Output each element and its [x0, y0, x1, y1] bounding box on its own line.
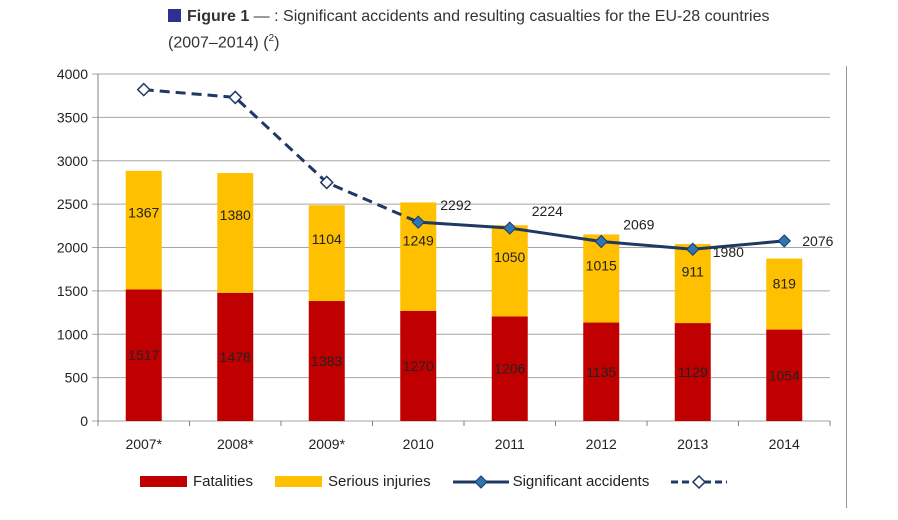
data-label-fatalities: 1135: [586, 364, 616, 380]
legend-item-significant-accidents: Significant accidents: [452, 473, 650, 490]
legend-item-serious-injuries: Serious injuries: [275, 473, 431, 490]
marker-significant-accidents: [686, 242, 700, 256]
data-label-fatalities: 1129: [678, 364, 708, 380]
chart-legend: Fatalities Serious injuries Significant …: [140, 473, 749, 490]
legend-item-fatalities: Fatalities: [140, 473, 253, 490]
series-line-estimated-accidents: [143, 88, 419, 224]
legend-label-serious-injuries: Serious injuries: [328, 473, 431, 490]
bar-fatalities: [217, 292, 254, 421]
data-label-significant-accidents: 2292: [440, 197, 471, 213]
y-tick-label: 4000: [57, 66, 88, 82]
y-tick-label: 3000: [57, 153, 88, 169]
figure-title-line2: (2007–2014) (2): [168, 28, 868, 54]
legend-label-fatalities: Fatalities: [193, 473, 254, 490]
marker-estimated-accidents: [136, 82, 151, 97]
data-label-fatalities: 1383: [311, 353, 342, 369]
data-label-serious-injuries: 911: [682, 264, 705, 280]
figure-title-years: (2007–2014) (: [168, 34, 269, 52]
data-label-serious-injuries: 1249: [403, 232, 434, 248]
frame-right-border: [846, 66, 847, 508]
marker-significant-accidents: [503, 221, 517, 235]
x-tick-label: 2010: [403, 436, 434, 452]
bar-serious-injuries: [308, 205, 345, 302]
x-tick-label: 2014: [769, 436, 800, 452]
legend-label-significant-accidents: Significant accidents: [512, 473, 650, 490]
marker-estimated-accidents: [228, 90, 243, 105]
data-label-fatalities: 1478: [220, 349, 251, 365]
data-label-serious-injuries: 1104: [312, 231, 342, 247]
bar-serious-injuries: [674, 244, 711, 324]
data-label-fatalities: 1206: [494, 361, 525, 377]
marker-significant-accidents: [594, 234, 608, 249]
data-label-serious-injuries: 1015: [586, 257, 617, 273]
marker-estimated-accidents: [319, 175, 334, 190]
bar-fatalities: [400, 310, 437, 421]
y-tick-label: 2500: [57, 196, 88, 212]
y-tick-label: 1500: [57, 283, 88, 299]
bar-serious-injuries: [125, 170, 162, 290]
bar-fatalities: [125, 289, 162, 421]
marker-significant-accidents: [777, 234, 791, 248]
y-tick-label: 3500: [57, 109, 88, 125]
legend-swatch-serious-injuries: [275, 476, 323, 487]
bar-fatalities: [674, 323, 711, 421]
legend-item-estimated-accidents: [671, 474, 728, 489]
x-tick-label: 2013: [677, 436, 708, 452]
bar-fatalities: [308, 301, 345, 421]
bar-serious-injuries: [583, 234, 620, 323]
bar-serious-injuries: [766, 258, 803, 330]
data-label-significant-accidents: 2224: [532, 203, 563, 219]
footnote-ref: 2: [268, 33, 275, 44]
data-label-serious-injuries: 1050: [494, 249, 525, 265]
title-square-icon: [168, 9, 181, 22]
y-tick-label: 2000: [57, 240, 88, 256]
data-label-fatalities: 1054: [769, 367, 800, 383]
legend-swatch-fatalities: [140, 476, 187, 487]
x-tick-label: 2007*: [125, 436, 162, 452]
data-label-significant-accidents: 1980: [713, 244, 744, 260]
x-tick-label: 2012: [586, 436, 617, 452]
data-label-significant-accidents: 2076: [802, 233, 833, 249]
data-label-significant-accidents: 2069: [623, 217, 654, 233]
figure-title-text: — : Significant accidents and resulting …: [249, 8, 770, 25]
data-label-serious-injuries: 1380: [220, 207, 251, 223]
x-tick-label: 2011: [495, 436, 525, 452]
y-tick-label: 0: [80, 413, 88, 429]
data-label-fatalities: 1270: [403, 358, 434, 374]
bar-serious-injuries: [217, 173, 254, 293]
data-label-fatalities: 1517: [128, 347, 159, 363]
figure-label: Figure 1: [187, 8, 250, 25]
x-tick-label: 2009*: [308, 436, 345, 452]
legend-line-dashed-icon: [671, 474, 728, 489]
figure-title-close: ): [274, 34, 280, 52]
y-tick-label: 1000: [57, 326, 88, 342]
legend-line-solid-icon: [452, 474, 509, 489]
x-tick-label: 2008*: [217, 436, 254, 452]
bar-fatalities: [491, 316, 528, 421]
bar-serious-injuries: [491, 225, 528, 317]
data-label-serious-injuries: 819: [773, 275, 797, 291]
data-label-serious-injuries: 1367: [128, 204, 159, 220]
marker-significant-accidents: [411, 215, 425, 229]
figure-title: Figure 1 — : Significant accidents and r…: [168, 6, 868, 54]
bar-fatalities: [583, 322, 620, 421]
y-tick-label: 500: [65, 370, 89, 386]
bar-fatalities: [766, 329, 803, 421]
